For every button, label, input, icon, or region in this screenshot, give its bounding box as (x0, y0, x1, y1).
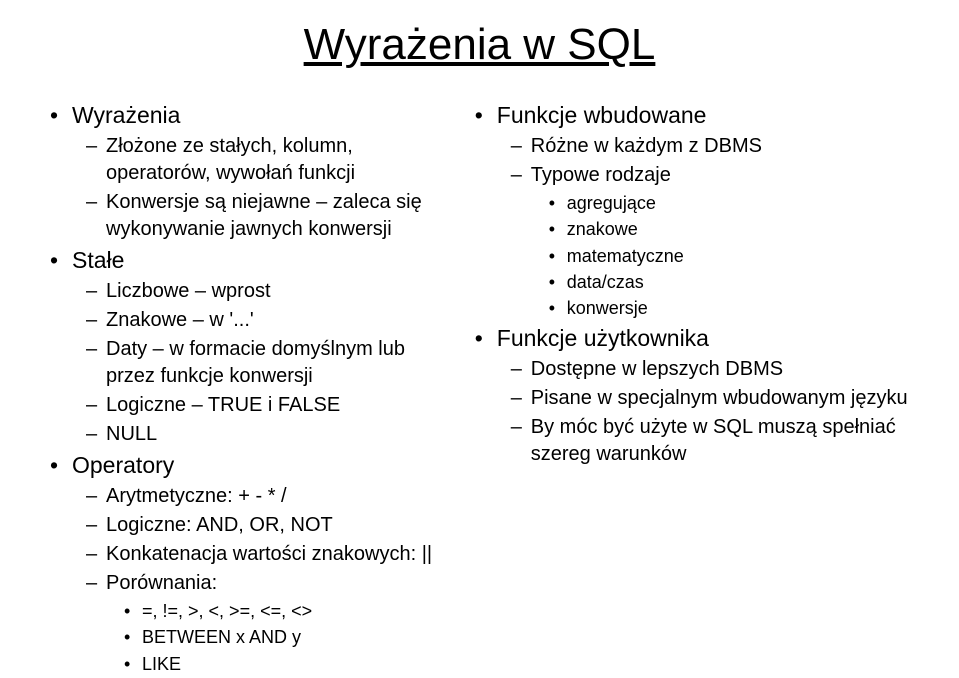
list-item: Pisane w specjalnym wbudowanym języku (475, 385, 909, 412)
list-item: konwersje (475, 296, 909, 320)
list-item: Konwersje są niejawne – zaleca się wykon… (50, 189, 445, 243)
list-item: Złożone ze stałych, kolumn, operatorów, … (50, 133, 445, 187)
list-item: znakowe (475, 217, 909, 241)
right-list: Funkcje wbudowaneRóżne w każdym z DBMSTy… (475, 100, 909, 468)
left-column: WyrażeniaZłożone ze stałych, kolumn, ope… (50, 100, 445, 678)
list-item: Konkatenacja wartości znakowych: || (50, 541, 445, 568)
list-item: Znakowe – w '...' (50, 307, 445, 334)
list-item: Logiczne – TRUE i FALSE (50, 392, 445, 419)
list-item: Daty – w formacie domyślnym lub przez fu… (50, 336, 445, 390)
list-item: Liczbowe – wprost (50, 278, 445, 305)
list-item: Porównania: (50, 570, 445, 597)
list-item: Dostępne w lepszych DBMS (475, 356, 909, 383)
list-item: LIKE (50, 652, 445, 676)
list-item: By móc być użyte w SQL muszą spełniać sz… (475, 414, 909, 468)
list-item: Arytmetyczne: + - * / (50, 483, 445, 510)
list-item: BETWEEN x AND y (50, 625, 445, 649)
right-column: Funkcje wbudowaneRóżne w każdym z DBMSTy… (475, 100, 909, 678)
list-item: data/czas (475, 270, 909, 294)
columns: WyrażeniaZłożone ze stałych, kolumn, ope… (50, 100, 909, 678)
slide: Wyrażenia w SQL WyrażeniaZłożone ze stał… (0, 0, 959, 671)
list-item: Różne w każdym z DBMS (475, 133, 909, 160)
list-item: Typowe rodzaje (475, 162, 909, 189)
list-item: Logiczne: AND, OR, NOT (50, 512, 445, 539)
list-item: Funkcje wbudowane (475, 100, 909, 131)
list-item: Operatory (50, 450, 445, 481)
slide-title: Wyrażenia w SQL (50, 20, 909, 70)
list-item: Funkcje użytkownika (475, 323, 909, 354)
list-item: agregujące (475, 191, 909, 215)
list-item: Stałe (50, 245, 445, 276)
list-item: Wyrażenia (50, 100, 445, 131)
list-item: NULL (50, 421, 445, 448)
list-item: matematyczne (475, 244, 909, 268)
list-item: =, !=, >, <, >=, <=, <> (50, 599, 445, 623)
left-list: WyrażeniaZłożone ze stałych, kolumn, ope… (50, 100, 445, 676)
